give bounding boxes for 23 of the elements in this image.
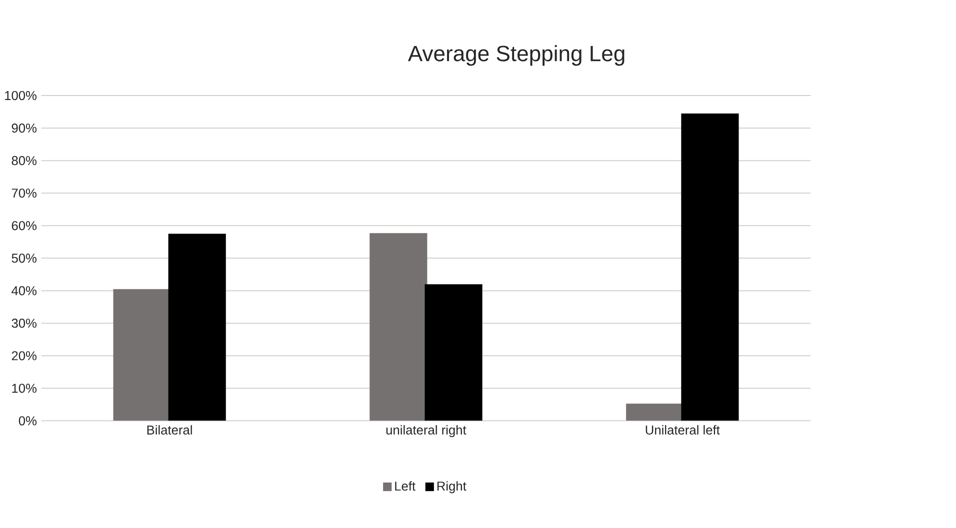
y-tick-label: 0% — [18, 416, 37, 426]
y-tick-label: 10% — [12, 384, 37, 393]
x-tick-label: Bilateral — [147, 424, 192, 434]
y-tick-label: 20% — [12, 351, 37, 360]
bar — [424, 284, 482, 421]
x-tick-label: unilateral right — [386, 424, 466, 437]
y-tick-label: 80% — [12, 156, 37, 166]
y-tick-label: 60% — [12, 220, 37, 230]
bar — [681, 113, 739, 421]
legend-label: Left — [395, 481, 416, 491]
bar — [168, 234, 226, 421]
x-tick-label: Unilateral left — [646, 424, 720, 434]
y-tick-label: 70% — [12, 188, 37, 198]
bar — [113, 288, 171, 421]
y-tick-label: 100% — [5, 90, 37, 100]
chart-title: Average Stepping Leg — [408, 45, 624, 66]
y-tick-label: 50% — [12, 253, 37, 263]
bar — [370, 232, 428, 421]
y-tick-label: 30% — [12, 318, 37, 328]
y-tick-label: 40% — [12, 286, 37, 296]
bar — [626, 403, 684, 421]
y-tick-label: 90% — [12, 123, 37, 132]
legend-label: Right — [437, 481, 466, 494]
